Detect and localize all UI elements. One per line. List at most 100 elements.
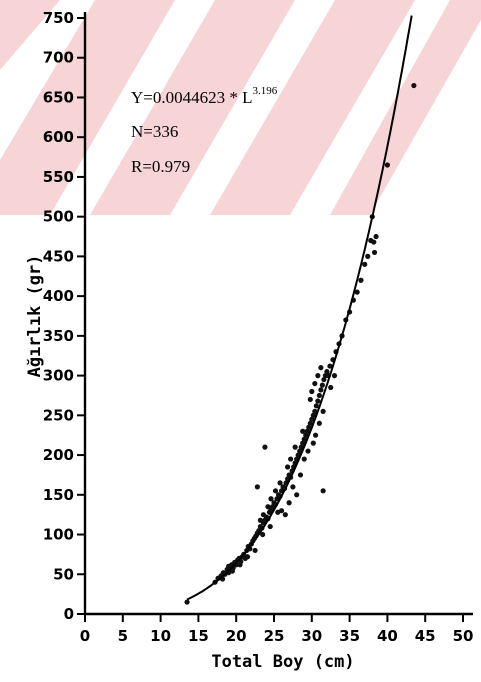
data-point — [313, 403, 319, 409]
data-point — [237, 562, 243, 568]
x-tick-label: 30 — [301, 627, 322, 645]
x-tick-label: 25 — [264, 627, 285, 645]
data-point — [309, 388, 315, 395]
data-point — [411, 82, 417, 89]
y-tick-label: 550 — [43, 168, 74, 186]
y-tick-label: 600 — [43, 128, 74, 146]
data-point — [362, 261, 368, 267]
y-tick-label: 650 — [43, 88, 74, 106]
data-point — [316, 392, 322, 399]
y-tick-label: 750 — [43, 9, 74, 27]
data-point — [286, 500, 292, 506]
data-point — [244, 554, 251, 560]
data-point — [384, 162, 390, 168]
data-point — [312, 380, 318, 387]
x-tick-label: 15 — [188, 627, 209, 645]
data-point — [321, 376, 327, 383]
data-point — [320, 488, 326, 494]
x-tick-label: 5 — [118, 627, 128, 645]
data-point — [358, 277, 364, 283]
x-tick-label: 45 — [415, 627, 436, 645]
data-point — [268, 496, 274, 502]
data-point — [260, 531, 266, 538]
r-annotation: R=0.979 — [131, 157, 190, 176]
data-point — [290, 484, 296, 490]
y-tick-label: 50 — [53, 565, 74, 583]
data-point — [331, 373, 338, 379]
data-point — [267, 523, 273, 530]
data-point — [319, 382, 325, 388]
data-point — [257, 517, 263, 523]
y-tick-label: 0 — [64, 605, 74, 623]
y-tick-label: 200 — [43, 446, 74, 464]
y-tick-label: 450 — [43, 247, 74, 265]
data-point — [292, 444, 298, 450]
data-point — [316, 420, 322, 426]
data-point — [285, 464, 291, 470]
y-tick-label: 250 — [43, 406, 74, 424]
data-point — [301, 456, 307, 462]
y-tick-label: 400 — [43, 287, 74, 305]
data-point — [354, 289, 360, 295]
data-point — [327, 363, 333, 369]
data-point — [294, 492, 300, 498]
data-point — [260, 512, 267, 518]
data-point — [301, 436, 307, 442]
data-point — [252, 547, 258, 554]
y-axis: 0 50 100 150 200 250 300 350 400 450 500 550 600 650 7… — [43, 9, 85, 623]
y-tick-label: 350 — [43, 327, 74, 345]
data-point — [282, 512, 288, 518]
y-tick-label: 300 — [43, 367, 74, 385]
data-point — [315, 373, 321, 379]
data-point — [309, 416, 315, 422]
data-point — [373, 233, 379, 240]
y-tick-label: 150 — [43, 486, 74, 504]
data-point — [288, 456, 294, 462]
x-tick-label: 0 — [80, 627, 90, 645]
x-tick-label: 35 — [339, 627, 360, 645]
data-point — [324, 369, 330, 375]
data-point — [310, 440, 316, 446]
data-point — [312, 432, 319, 438]
data-point — [310, 412, 316, 418]
equation-annotation: Y=0.0044623 * L3.196 — [131, 85, 278, 107]
x-tick-label: 40 — [377, 627, 398, 645]
x-axis: 0 5 10 15 20 25 30 35 40 45 50 — [80, 614, 474, 645]
equation-exponent: 3.196 — [253, 85, 278, 97]
data-point — [371, 239, 377, 245]
data-point — [277, 480, 283, 486]
x-tick-label: 50 — [453, 627, 474, 645]
data-point — [306, 424, 312, 430]
background-watermark — [0, 0, 481, 215]
x-tick-label: 20 — [226, 627, 247, 645]
data-point — [318, 365, 324, 371]
data-point — [275, 509, 281, 515]
data-point — [265, 504, 271, 510]
x-axis-title: Total Boy (cm) — [211, 652, 354, 672]
n-annotation: N=336 — [131, 122, 178, 141]
data-point — [305, 448, 311, 454]
data-point — [254, 484, 260, 490]
data-point — [307, 420, 313, 426]
data-point — [303, 432, 309, 438]
data-point — [328, 384, 334, 391]
data-point — [297, 472, 304, 478]
data-point — [304, 428, 310, 434]
y-tick-label: 500 — [43, 208, 74, 226]
data-point — [307, 396, 313, 403]
data-point — [262, 444, 268, 450]
data-point — [320, 408, 326, 414]
data-point — [300, 428, 306, 434]
x-tick-label: 10 — [150, 627, 171, 645]
y-axis-title: Ağırlık (gr) — [25, 255, 45, 378]
data-point — [371, 249, 378, 256]
data-point — [318, 387, 324, 393]
data-point — [184, 599, 190, 605]
y-tick-label: 700 — [43, 49, 74, 67]
fit-curve — [186, 15, 413, 601]
data-point — [365, 253, 371, 259]
y-tick-label: 100 — [43, 526, 74, 544]
data-point — [315, 398, 321, 404]
data-point — [272, 488, 279, 494]
